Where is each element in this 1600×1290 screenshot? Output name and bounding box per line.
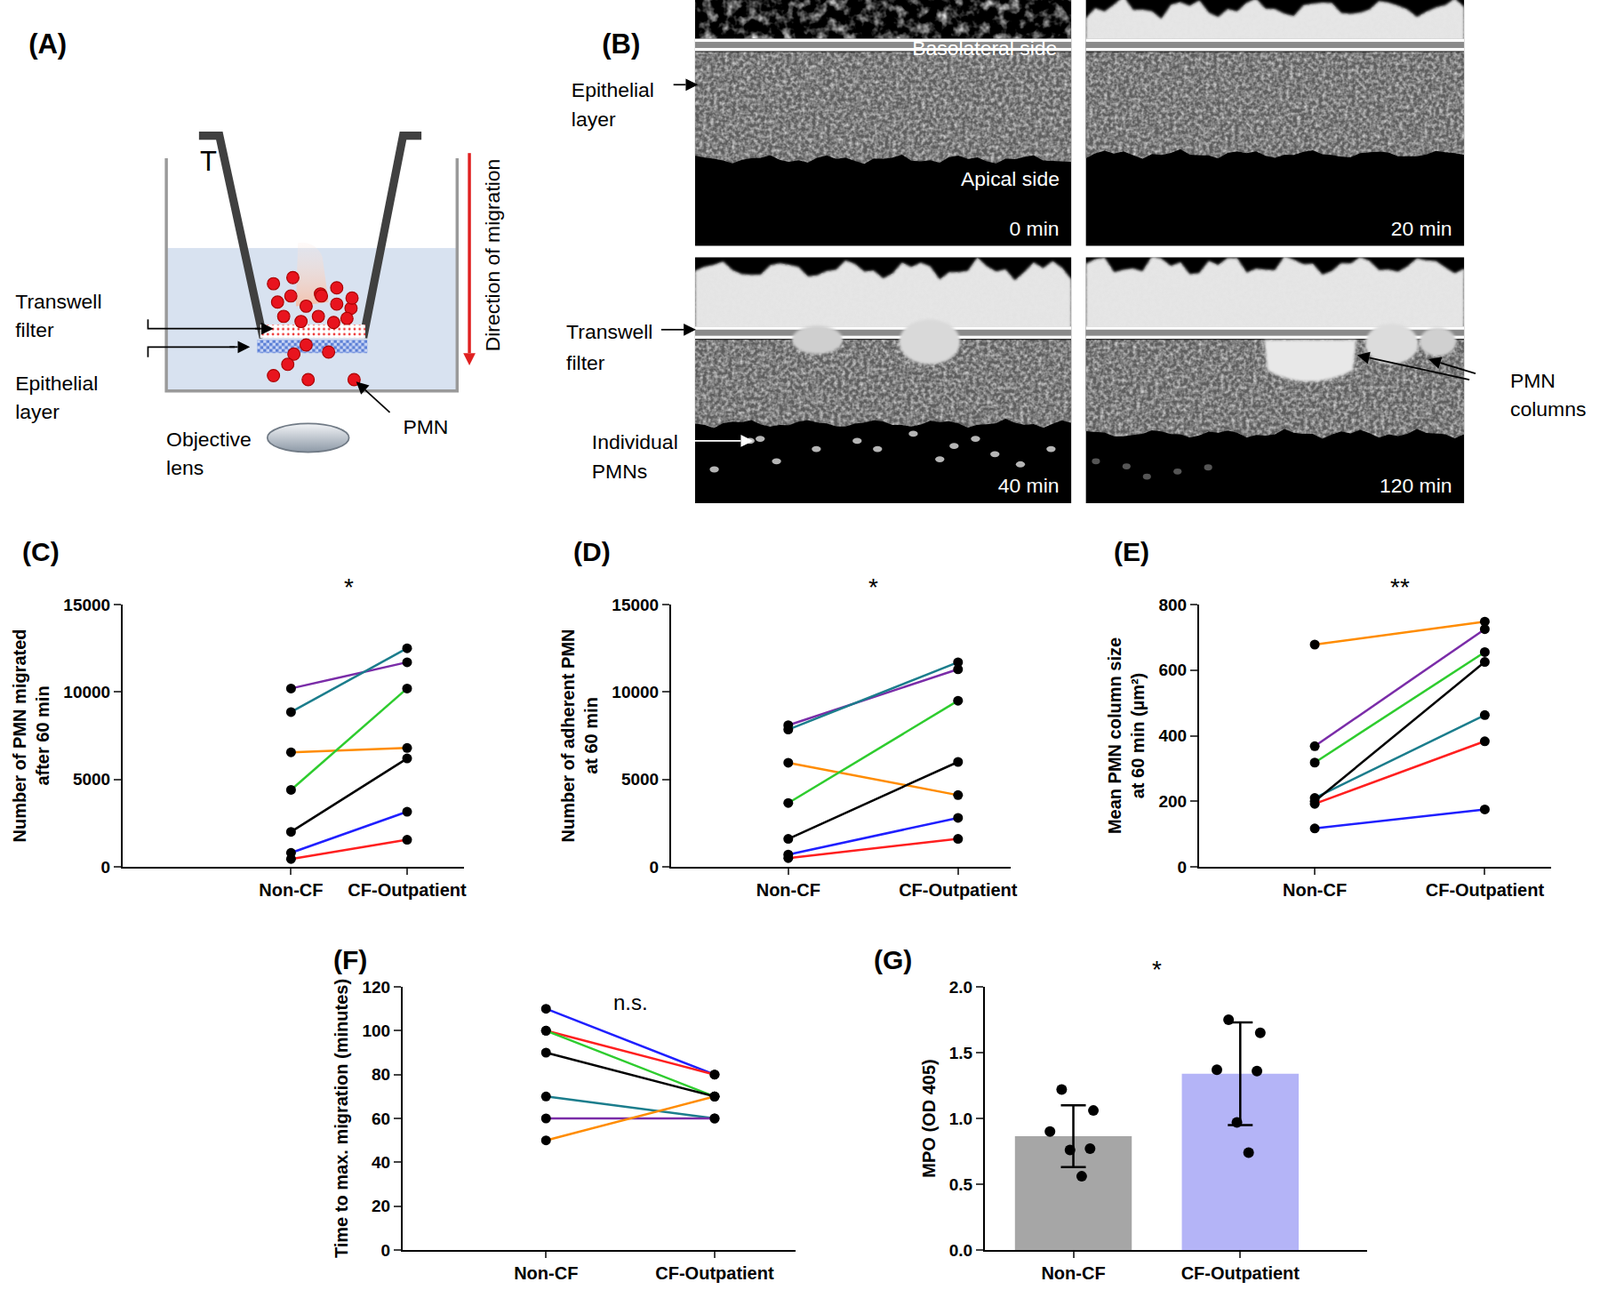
svg-text:120: 120 — [361, 977, 391, 997]
svg-text:(E): (E) — [1113, 536, 1150, 567]
svg-text:Basolateral side: Basolateral side — [912, 36, 1057, 60]
svg-text:1.0: 1.0 — [949, 1109, 973, 1128]
svg-text:80: 80 — [371, 1064, 391, 1084]
svg-text:(A): (A) — [28, 28, 67, 60]
svg-text:20: 20 — [371, 1196, 391, 1216]
svg-text:Number of adherent PMNat 60 mi: Number of adherent PMNat 60 min — [558, 628, 601, 842]
svg-text:*: * — [1152, 955, 1162, 984]
svg-text:Non-CF: Non-CF — [258, 880, 323, 900]
svg-text:40 min: 40 min — [998, 473, 1060, 497]
svg-text:Direction of migration: Direction of migration — [480, 159, 504, 352]
svg-text:Mean PMN column sizeat 60 min: Mean PMN column sizeat 60 min (µm²) — [1104, 637, 1148, 834]
svg-text:Transwell: Transwell — [566, 320, 653, 344]
svg-text:10000: 10000 — [611, 682, 659, 702]
svg-text:15000: 15000 — [611, 595, 659, 615]
svg-text:400: 400 — [1158, 726, 1187, 745]
svg-text:Non-CF: Non-CF — [756, 880, 821, 900]
svg-text:**: ** — [1390, 573, 1410, 601]
svg-text:0: 0 — [1177, 857, 1188, 877]
svg-text:layer: layer — [15, 400, 60, 424]
svg-text:(D): (D) — [573, 536, 611, 567]
svg-text:CF-Outpatient: CF-Outpatient — [1181, 1263, 1301, 1283]
svg-text:0.0: 0.0 — [949, 1240, 973, 1260]
svg-text:20 min: 20 min — [1391, 216, 1453, 240]
svg-text:PMN: PMN — [1510, 368, 1556, 392]
svg-text:0: 0 — [649, 857, 660, 877]
svg-text:Non-CF: Non-CF — [1040, 1263, 1105, 1283]
svg-text:Transwell: Transwell — [15, 289, 102, 313]
svg-text:Non-CF: Non-CF — [513, 1263, 578, 1283]
svg-text:Epithelial: Epithelial — [571, 78, 655, 102]
svg-text:lens: lens — [166, 456, 204, 480]
svg-text:layer: layer — [571, 107, 616, 131]
svg-text:800: 800 — [1158, 595, 1187, 615]
svg-text:5000: 5000 — [72, 769, 111, 789]
svg-text:120 min: 120 min — [1379, 473, 1453, 497]
svg-text:0: 0 — [101, 857, 112, 877]
svg-text:60: 60 — [371, 1109, 391, 1128]
svg-text:filter: filter — [566, 351, 606, 375]
svg-text:1.5: 1.5 — [949, 1043, 974, 1063]
svg-text:0: 0 — [381, 1240, 392, 1260]
svg-text:5000: 5000 — [621, 769, 659, 789]
svg-text:Number of PMN migratedafter 60: Number of PMN migratedafter 60 min — [9, 628, 53, 842]
svg-text:Individual: Individual — [592, 430, 679, 454]
svg-text:columns: columns — [1510, 397, 1586, 421]
svg-text:Time to max. migration (minute: Time to max. migration (minutes) — [331, 978, 352, 1258]
svg-text:10000: 10000 — [63, 682, 111, 702]
svg-text:n.s.: n.s. — [613, 990, 648, 1015]
svg-text:Apical side: Apical side — [960, 167, 1060, 191]
svg-text:filter: filter — [15, 318, 55, 342]
svg-text:CF-Outpatient: CF-Outpatient — [898, 880, 1018, 900]
svg-text:CF-Outpatient: CF-Outpatient — [655, 1263, 775, 1283]
svg-text:(C): (C) — [22, 536, 60, 567]
svg-text:PMN: PMN — [402, 415, 448, 439]
svg-text:Non-CF: Non-CF — [1282, 880, 1347, 900]
svg-text:0 min: 0 min — [1008, 216, 1059, 240]
svg-text:15000: 15000 — [63, 595, 111, 615]
svg-text:(F): (F) — [333, 944, 368, 975]
svg-text:(B): (B) — [601, 28, 640, 60]
svg-text:Epithelial: Epithelial — [15, 371, 98, 395]
svg-text:MPO (OD 405): MPO (OD 405) — [919, 1058, 939, 1177]
svg-text:PMNs: PMNs — [592, 459, 648, 483]
svg-text:40: 40 — [371, 1152, 391, 1172]
svg-text:100: 100 — [361, 1021, 391, 1040]
svg-text:0.5: 0.5 — [949, 1175, 974, 1194]
svg-text:(G): (G) — [873, 944, 912, 975]
svg-text:200: 200 — [1158, 792, 1187, 811]
svg-text:600: 600 — [1158, 660, 1187, 680]
svg-text:Objective: Objective — [166, 427, 252, 451]
svg-text:CF-Outpatient: CF-Outpatient — [1425, 880, 1545, 900]
svg-text:*: * — [868, 573, 879, 601]
svg-text:2.0: 2.0 — [949, 977, 973, 997]
svg-text:*: * — [344, 573, 354, 601]
svg-text:CF-Outpatient: CF-Outpatient — [347, 880, 467, 900]
svg-text:T: T — [200, 145, 217, 177]
